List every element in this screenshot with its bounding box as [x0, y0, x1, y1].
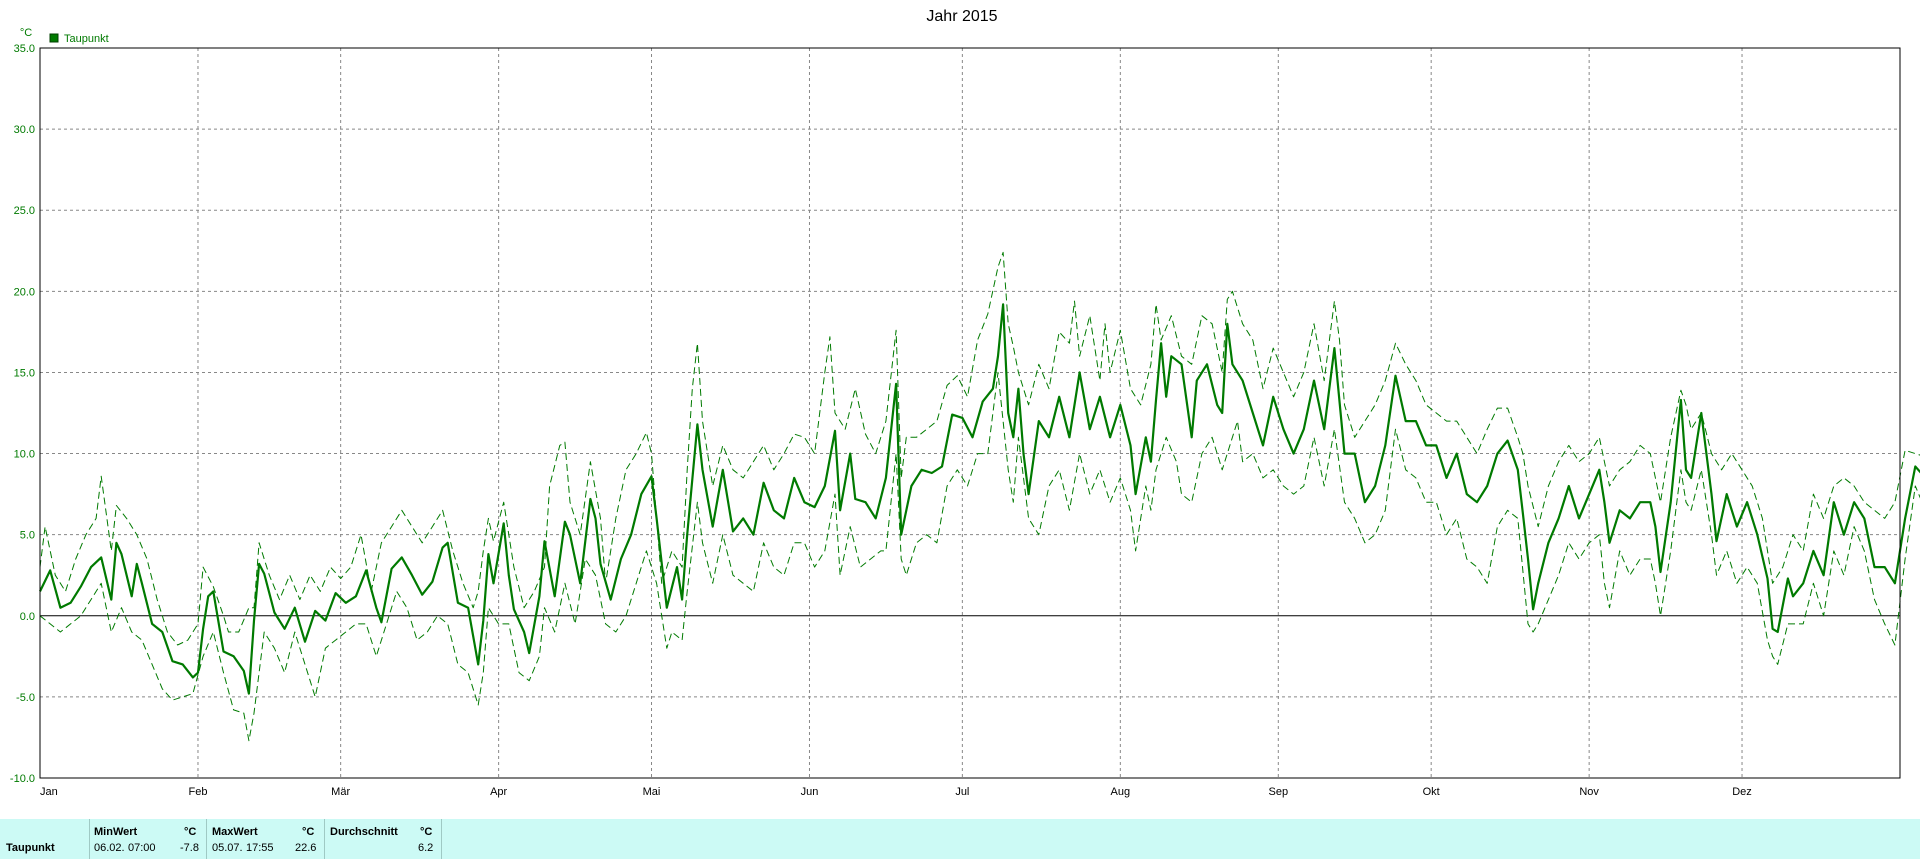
min-unit: °C	[184, 826, 197, 838]
x-tick-label: Feb	[188, 786, 207, 798]
avg-value: 6.2	[418, 842, 434, 854]
legend-swatch	[49, 33, 59, 43]
stats-separator	[89, 819, 90, 859]
min-date: 06.02.	[94, 842, 125, 854]
y-tick-label: 10.0	[14, 449, 35, 461]
stats-separator	[206, 819, 207, 859]
y-tick-label: -5.0	[16, 692, 35, 704]
statistics-bar: Taupunkt MinWert °C 06.02. 07:00 -7.8 Ma…	[0, 819, 1920, 859]
x-tick-label: Jun	[801, 786, 819, 798]
series-line-mean	[39, 303, 1920, 695]
min-value: -7.8	[180, 842, 199, 854]
max-header: MaxWert	[212, 826, 258, 838]
y-tick-label: 35.0	[14, 43, 35, 55]
x-tick-label: Okt	[1423, 786, 1440, 798]
min-time: 07:00	[128, 842, 156, 854]
grid	[40, 48, 1900, 778]
y-tick-label: 20.0	[14, 286, 35, 298]
x-tick-label: Mai	[643, 786, 661, 798]
x-axis: Jan Feb Mär Apr Mai Jun Jul Aug Sep Okt Nov Dez	[40, 786, 1752, 798]
min-header: MinWert	[94, 826, 138, 838]
x-tick-label: Dez	[1732, 786, 1752, 798]
legend-label: Taupunkt	[64, 33, 109, 45]
avg-unit: °C	[420, 826, 433, 838]
y-tick-label: 25.0	[14, 205, 35, 217]
x-tick-label: Jul	[955, 786, 969, 798]
dewpoint-year-chart: Jahr 2015 °C Taupunkt 35.0 30.0 25.0 20.0 15…	[10, 8, 1920, 798]
max-date: 05.07.	[212, 842, 243, 854]
max-time: 17:55	[246, 842, 274, 854]
x-tick-label: Nov	[1579, 786, 1599, 798]
y-tick-label: 15.0	[14, 367, 35, 379]
stats-separator	[324, 819, 325, 859]
avg-header: Durchschnitt	[330, 826, 398, 838]
x-tick-label: Jan	[40, 786, 58, 798]
max-value: 22.6	[295, 842, 317, 854]
plot-marks	[39, 251, 1920, 742]
y-tick-label: 0.0	[20, 611, 35, 623]
plot-area-border	[39, 47, 1901, 779]
max-unit: °C	[302, 826, 315, 838]
y-axis: 35.0 30.0 25.0 20.0 15.0 10.0 5.0 0.0 -5.0 -10.0	[10, 43, 35, 785]
stats-row-label: Taupunkt	[6, 842, 55, 854]
y-tick-label: 5.0	[20, 530, 35, 542]
y-tick-label: 30.0	[14, 124, 35, 136]
stats-separator	[441, 819, 442, 859]
y-axis-unit: °C	[20, 27, 32, 39]
series-line-min	[39, 371, 1920, 742]
x-tick-label: Apr	[490, 786, 507, 798]
x-tick-label: Aug	[1111, 786, 1131, 798]
chart-title: Jahr 2015	[926, 8, 997, 25]
x-tick-label: Mär	[331, 786, 350, 798]
x-tick-label: Sep	[1269, 786, 1289, 798]
y-tick-label: -10.0	[10, 773, 35, 785]
series-line-max	[39, 251, 1920, 646]
